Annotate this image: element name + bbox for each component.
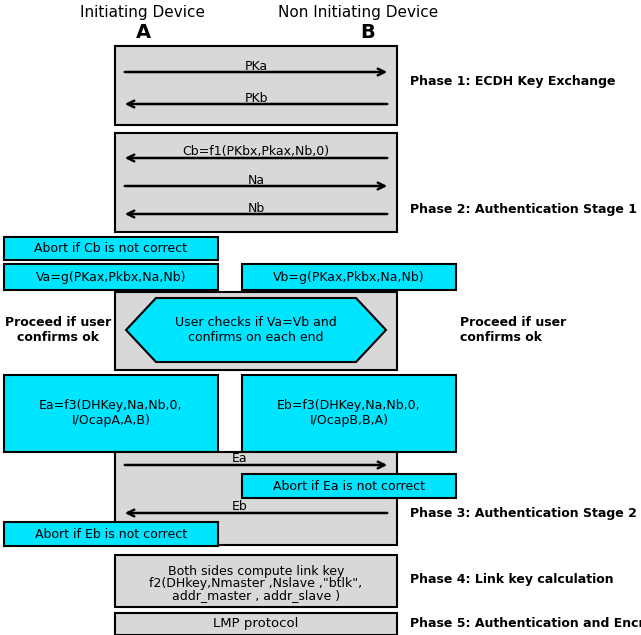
Bar	[4, 237, 218, 260]
Bar	[115, 133, 397, 232]
Text: Proceed if user
confirms ok: Proceed if user confirms ok	[5, 316, 111, 344]
Text: Phase 2: Authentication Stage 1: Phase 2: Authentication Stage 1	[410, 203, 637, 217]
Text: PKb: PKb	[244, 93, 268, 105]
Bar	[4, 264, 218, 290]
Text: Phase 5: Authentication and Encryption: Phase 5: Authentication and Encryption	[410, 617, 641, 631]
Text: User checks if Va=Vb and
confirms on each end: User checks if Va=Vb and confirms on eac…	[175, 316, 337, 344]
Text: f2(DHkey,Nmaster ,Nslave ,"btlk",: f2(DHkey,Nmaster ,Nslave ,"btlk",	[149, 577, 363, 591]
Bar	[115, 555, 397, 607]
Text: Abort if Eb is not correct: Abort if Eb is not correct	[35, 528, 187, 540]
Text: Eb=f3(DHKey,Na,Nb,0,
I/OcapB,B,A): Eb=f3(DHKey,Na,Nb,0, I/OcapB,B,A)	[277, 399, 420, 427]
Text: Abort if Ea is not correct: Abort if Ea is not correct	[273, 479, 425, 493]
Bar	[115, 613, 397, 635]
Bar	[4, 375, 218, 452]
Text: Nb: Nb	[247, 201, 265, 215]
Text: Eb: Eb	[232, 500, 248, 514]
Bar	[115, 452, 397, 545]
Text: Phase 3: Authentication Stage 2: Phase 3: Authentication Stage 2	[410, 507, 637, 519]
Bar	[242, 375, 456, 452]
Text: PKa: PKa	[244, 60, 267, 74]
Text: Na: Na	[247, 175, 265, 187]
Text: Proceed if user
confirms ok: Proceed if user confirms ok	[460, 316, 566, 344]
Bar	[242, 264, 456, 290]
Text: Va=g(PKax,Pkbx,Na,Nb): Va=g(PKax,Pkbx,Na,Nb)	[36, 271, 187, 283]
Bar	[4, 522, 218, 546]
Text: Phase 1: ECDH Key Exchange: Phase 1: ECDH Key Exchange	[410, 76, 615, 88]
Text: addr_master , addr_slave ): addr_master , addr_slave )	[172, 589, 340, 603]
Text: A: A	[135, 23, 151, 43]
Bar	[115, 292, 397, 370]
Text: Vb=g(PKax,Pkbx,Na,Nb): Vb=g(PKax,Pkbx,Na,Nb)	[273, 271, 425, 283]
Polygon shape	[126, 298, 386, 362]
Text: LMP protocol: LMP protocol	[213, 617, 299, 631]
Bar	[115, 46, 397, 125]
Text: Initiating Device: Initiating Device	[81, 4, 206, 20]
Text: Ea: Ea	[232, 453, 248, 465]
Text: B: B	[361, 23, 376, 43]
Text: Cb=f1(PKbx,Pkax,Nb,0): Cb=f1(PKbx,Pkax,Nb,0)	[183, 145, 329, 159]
Text: Abort if Cb is not correct: Abort if Cb is not correct	[35, 241, 188, 255]
Bar	[242, 474, 456, 498]
Text: Phase 4: Link key calculation: Phase 4: Link key calculation	[410, 573, 613, 587]
Text: Ea=f3(DHKey,Na,Nb,0,
I/OcapA,A,B): Ea=f3(DHKey,Na,Nb,0, I/OcapA,A,B)	[39, 399, 183, 427]
Text: Non Initiating Device: Non Initiating Device	[278, 4, 438, 20]
Text: Both sides compute link key: Both sides compute link key	[168, 566, 344, 578]
